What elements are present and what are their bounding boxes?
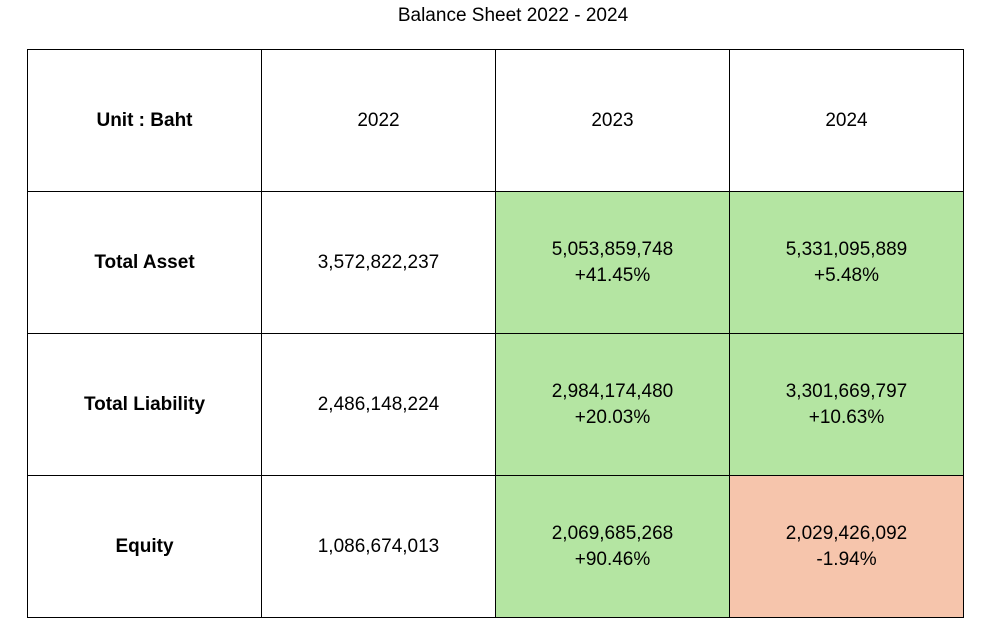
column-header-2022: 2022 <box>261 49 496 192</box>
column-header-2024: 2024 <box>729 49 964 192</box>
cell-change: +5.48% <box>814 264 879 286</box>
row-total-liability: Total Liability 2,486,148,224 2,984,174,… <box>27 333 964 476</box>
cell-value: 2,486,148,224 <box>317 393 440 415</box>
cell-change: -1.94% <box>816 548 877 570</box>
row-total-asset: Total Asset 3,572,822,237 5,053,859,748 … <box>27 191 964 334</box>
row-equity: Equity 1,086,674,013 2,069,685,268 +90.4… <box>27 475 964 618</box>
value-cell: 2,029,426,092 -1.94% <box>729 475 964 618</box>
cell-value: 5,331,095,889 <box>785 238 908 260</box>
row-label: Total Liability <box>27 333 262 476</box>
cell-change: +10.63% <box>808 406 885 428</box>
value-cell: 2,486,148,224 <box>261 333 496 476</box>
header-row: Unit : Baht 2022 2023 2024 <box>27 49 964 192</box>
value-cell: 5,331,095,889 +5.48% <box>729 191 964 334</box>
cell-change: +41.45% <box>574 264 651 286</box>
unit-label-cell: Unit : Baht <box>27 49 262 192</box>
chart-title: Balance Sheet 2022 - 2024 <box>397 5 629 26</box>
row-label: Equity <box>27 475 262 618</box>
cell-value: 2,029,426,092 <box>785 522 908 544</box>
value-cell: 3,301,669,797 +10.63% <box>729 333 964 476</box>
cell-change: +90.46% <box>574 548 651 570</box>
value-cell: 3,572,822,237 <box>261 191 496 334</box>
cell-value: 3,572,822,237 <box>317 251 440 273</box>
cell-change: +20.03% <box>574 406 651 428</box>
value-cell: 5,053,859,748 +41.45% <box>495 191 730 334</box>
value-cell: 1,086,674,013 <box>261 475 496 618</box>
row-label: Total Asset <box>27 191 262 334</box>
cell-value: 2,984,174,480 <box>551 380 674 402</box>
value-cell: 2,984,174,480 +20.03% <box>495 333 730 476</box>
value-cell: 2,069,685,268 +90.46% <box>495 475 730 618</box>
cell-value: 1,086,674,013 <box>317 535 440 557</box>
cell-value: 2,069,685,268 <box>551 522 674 544</box>
balance-sheet-table: Unit : Baht 2022 2023 2024 Total Asset 3… <box>27 49 964 618</box>
cell-value: 5,053,859,748 <box>551 238 674 260</box>
cell-value: 3,301,669,797 <box>785 380 908 402</box>
column-header-2023: 2023 <box>495 49 730 192</box>
